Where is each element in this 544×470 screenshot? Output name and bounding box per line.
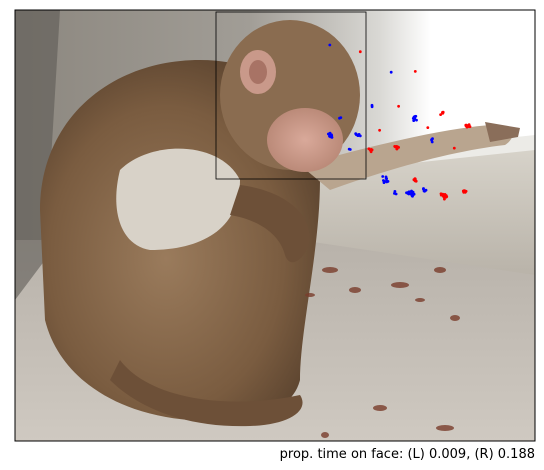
left-eye-gaze-point [386,180,390,183]
right-eye-gaze-point [442,194,446,198]
left-eye-gaze-points [327,43,434,198]
left-eye-gaze-point [413,117,417,120]
right-eye-gaze-point [397,146,400,149]
right-eye-gaze-point [394,145,398,148]
right-eye-gaze-point [413,70,417,73]
right-eye-gaze-point [378,128,381,132]
left-eye-gaze-point [389,70,393,74]
right-eye-gaze-point [413,177,417,181]
right-eye-gaze-point [426,126,430,129]
face-box [215,11,367,180]
right-eye-gaze-point [395,147,399,151]
left-eye-gaze-point [412,119,416,122]
left-eye-gaze-point [430,138,433,142]
left-eye-gaze-point [415,118,418,122]
left-eye-gaze-point [430,140,434,144]
right-eye-gaze-point [358,50,362,54]
left-eye-gaze-point [384,175,388,179]
left-eye-gaze-point [381,175,385,178]
right-eye-gaze-point [445,195,449,199]
monkey-photo [15,10,535,441]
right-eye-gaze-point [441,111,444,115]
right-eye-gaze-point [367,147,371,151]
caption: prop. time on face: (L) 0.009, (R) 0.188 [280,447,535,462]
left-eye-gaze-point [412,192,416,196]
left-eye-gaze-point [382,179,385,182]
left-eye-gaze-point [406,192,410,195]
right-eye-gaze-point [397,104,400,108]
right-eye-gaze-point [369,150,373,154]
right-eye-gaze-point [452,146,456,150]
left-eye-gaze-point [348,148,352,151]
left-eye-gaze-point [382,181,386,185]
left-eye-gaze-point [410,192,413,196]
right-eye-gaze-point [439,113,442,116]
left-eye-gaze-point [356,133,360,137]
left-eye-gaze-point [328,43,332,47]
right-eye-gaze-point [466,124,470,128]
left-eye-gaze-point [422,187,425,190]
right-eye-gaze-points [358,50,472,201]
left-eye-gaze-point [370,103,374,107]
left-eye-gaze-point [424,188,428,192]
left-eye-gaze-point [414,114,418,118]
right-eye-gaze-point [462,190,466,194]
left-eye-gaze-point [330,134,334,138]
left-eye-gaze-point [338,116,341,120]
left-eye-gaze-point [354,132,358,136]
left-eye-gaze-point [393,190,397,193]
right-eye-gaze-point [441,192,445,196]
axes-frame [14,9,536,442]
